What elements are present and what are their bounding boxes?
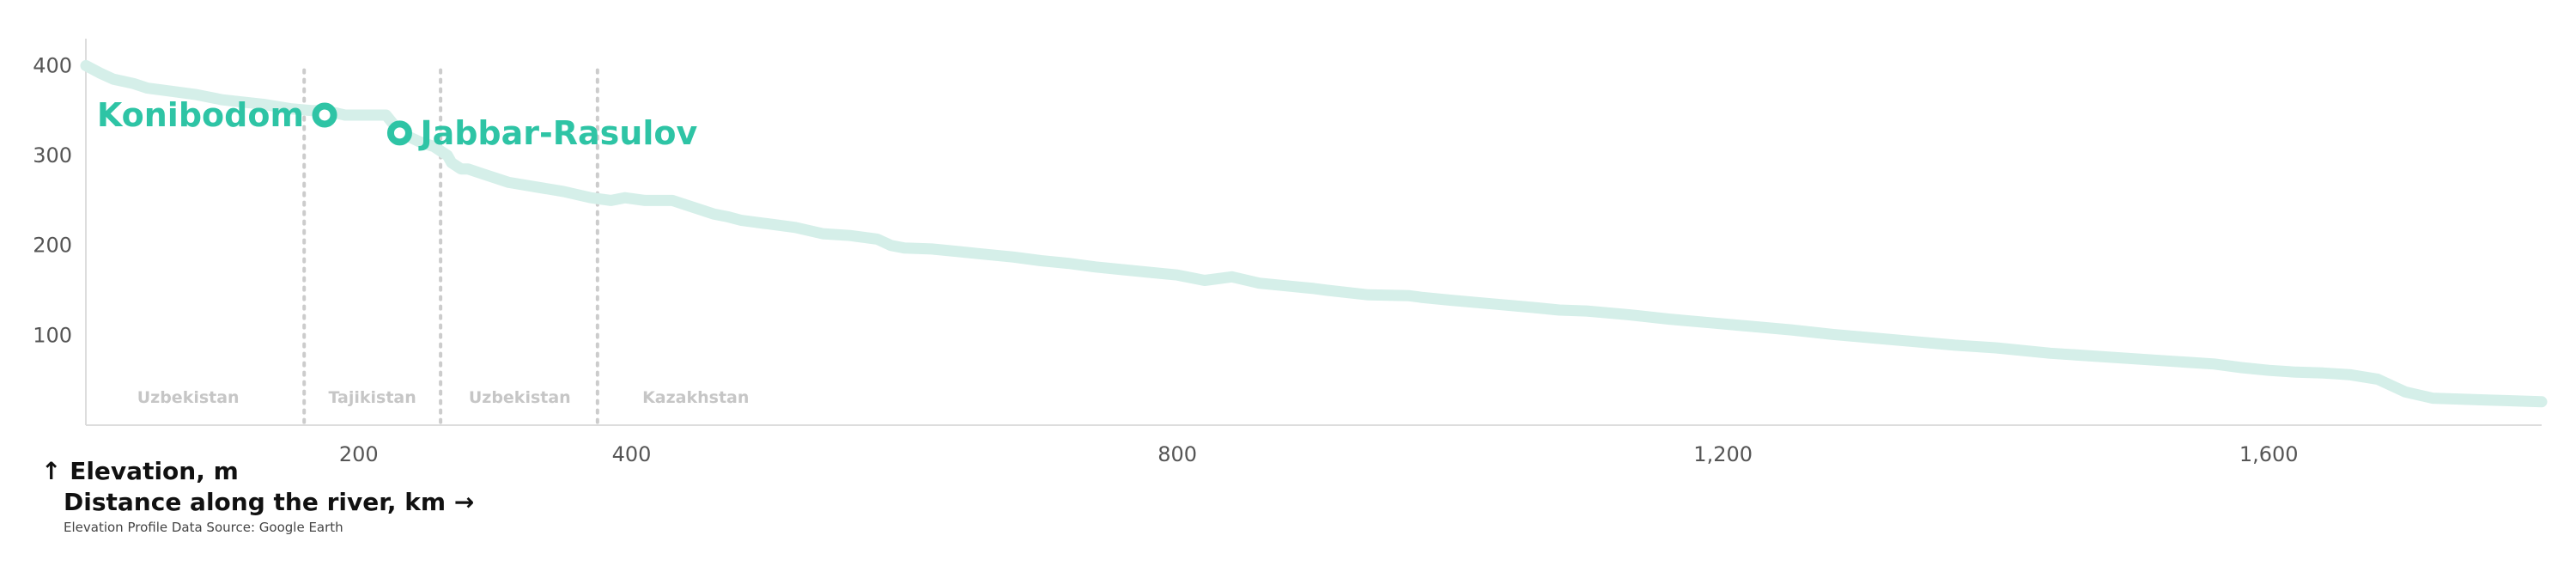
x-tick-label: 200 xyxy=(339,442,379,466)
elevation-line xyxy=(80,59,2548,408)
region-label: Tajikistan xyxy=(329,388,416,407)
station-label: Konibodom xyxy=(97,96,304,134)
region-label: Uzbekistan xyxy=(137,388,240,407)
y-tick-label: 200 xyxy=(33,234,72,258)
region-label: Kazakhstan xyxy=(642,388,749,407)
x-axis-label: Distance along the river, km → xyxy=(64,488,475,516)
station-label: Jabbar-Rasulov xyxy=(417,114,697,152)
source-note: Elevation Profile Data Source: Google Ea… xyxy=(64,520,343,535)
x-tick-label: 1,600 xyxy=(2239,442,2299,466)
station-marker xyxy=(386,120,412,146)
x-tick-label: 800 xyxy=(1157,442,1197,466)
region-label: Uzbekistan xyxy=(469,388,571,407)
station-marker xyxy=(312,102,337,128)
y-tick-label: 300 xyxy=(33,143,72,167)
y-tick-label: 100 xyxy=(33,323,72,347)
y-tick-label: 400 xyxy=(33,53,72,77)
y-axis-label: ↑ Elevation, m xyxy=(41,457,239,485)
x-tick-label: 1,200 xyxy=(1693,442,1753,466)
x-tick-label: 400 xyxy=(612,442,652,466)
